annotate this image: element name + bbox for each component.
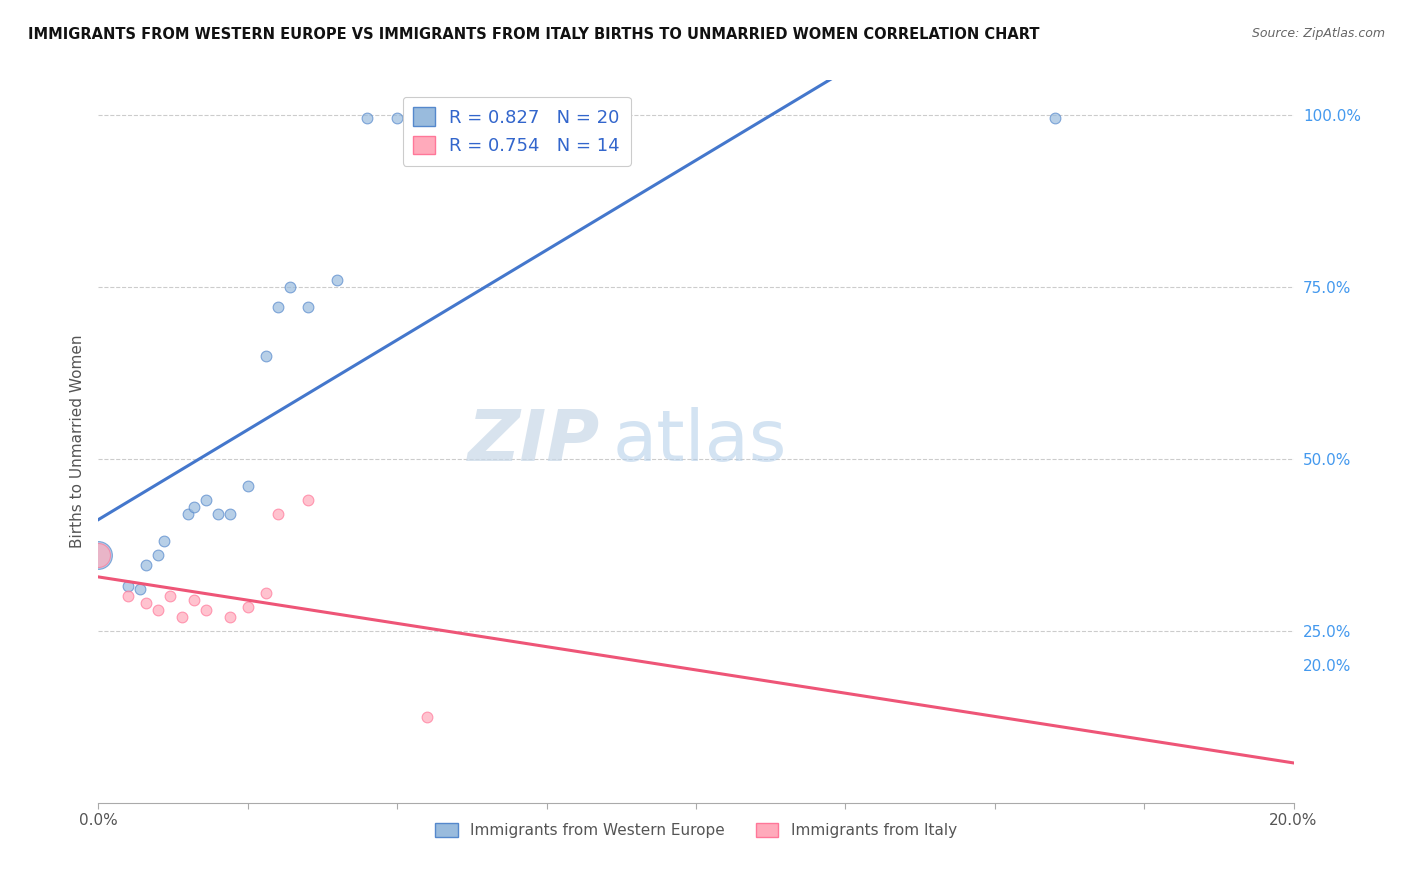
Point: [385, 111, 409, 125]
Point: [172, 610, 194, 624]
Point: [278, 279, 301, 293]
Point: [195, 603, 218, 617]
Point: [148, 548, 170, 562]
Point: [183, 500, 205, 514]
Text: ZIP: ZIP: [468, 407, 600, 476]
Point: [135, 596, 157, 610]
Point: [267, 507, 290, 521]
Text: IMMIGRANTS FROM WESTERN EUROPE VS IMMIGRANTS FROM ITALY BIRTHS TO UNMARRIED WOME: IMMIGRANTS FROM WESTERN EUROPE VS IMMIGR…: [28, 27, 1039, 42]
Point: [254, 349, 277, 363]
Legend: Immigrants from Western Europe, Immigrants from Italy: Immigrants from Western Europe, Immigran…: [427, 815, 965, 846]
Y-axis label: Births to Unmarried Women: Births to Unmarried Women: [69, 334, 84, 549]
Point: [153, 534, 176, 549]
Point: [135, 558, 157, 573]
Text: atlas: atlas: [613, 407, 787, 476]
Point: [177, 507, 200, 521]
Point: [219, 610, 242, 624]
Point: [416, 710, 439, 724]
Point: [148, 603, 170, 617]
Point: [267, 301, 290, 315]
Point: [117, 579, 139, 593]
Point: [297, 301, 319, 315]
Point: [236, 599, 259, 614]
Point: [207, 507, 229, 521]
Point: [195, 493, 218, 508]
Point: [254, 586, 277, 600]
Text: Source: ZipAtlas.com: Source: ZipAtlas.com: [1251, 27, 1385, 40]
Point: [159, 590, 181, 604]
Point: [356, 111, 378, 125]
Point: [326, 273, 349, 287]
Point: [87, 548, 110, 562]
Point: [236, 479, 259, 493]
Point: [297, 493, 319, 508]
Point: [183, 592, 205, 607]
Point: [1043, 111, 1066, 125]
Point: [219, 507, 242, 521]
Point: [87, 548, 110, 562]
Point: [129, 582, 152, 597]
Point: [117, 590, 139, 604]
